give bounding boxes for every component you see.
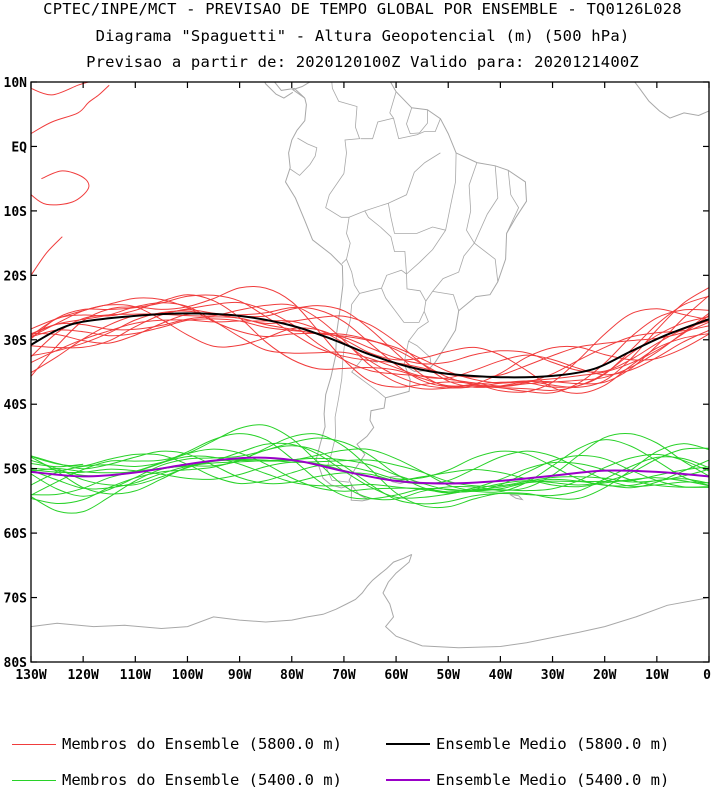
lon-label: 90W [228,668,252,683]
legend-swatch-black [386,743,430,745]
lat-label: 10S [4,205,28,220]
member-5400-line [31,448,709,495]
border-brazil-states-2 [406,152,457,275]
member-5400-line [31,437,709,497]
member-5400-line [31,433,709,500]
border-colombia-venezuela [331,82,361,174]
border-brazil-states-7 [432,291,460,311]
legend-swatch-purple [386,779,430,781]
lat-label: 70S [4,592,28,607]
border-brazil-states-6 [387,203,446,234]
lon-label: 0 [703,668,711,683]
border-venezuela-guyana [360,91,397,140]
member-5800-line [31,304,709,394]
legend-label-mean-5400: Ensemble Medio (5400.0 m) [436,771,670,789]
lon-label: 40W [489,668,513,683]
legend-label-members-5800: Membros do Ensemble (5800.0 m) [62,735,342,753]
coast-south-america [284,82,528,489]
lat-label: 60S [4,527,28,542]
member-5400-line [31,457,709,492]
lon-label: 130W [15,668,46,683]
map-frame [30,81,710,663]
coast-antarctic-peninsula [31,553,412,630]
coast-west-africa [634,82,709,119]
title-line-2: Diagrama "Spaguetti" - Altura Geopotenci… [95,27,630,45]
member-5400-line [31,450,709,487]
border-peru-brazil [325,173,351,264]
member-5800-line [31,297,709,373]
member-5800-line [31,286,709,393]
border-guianas-brazil [393,118,441,140]
member-5800-line [31,294,709,378]
legend-members-5800: Membros do Ensemble (5800.0 m) [12,735,342,753]
coast-caribbean-cuba [266,0,322,18]
border-brazil-states-5 [506,170,520,234]
member-5800-line [31,295,709,388]
legend-mean-5800: Ensemble Medio (5800.0 m) [386,735,669,753]
member-5800-line [31,303,709,394]
border-brazil-states-3 [425,162,478,302]
member-5400-line [31,448,709,493]
border-uruguay-argentina [404,341,409,366]
lat-label: 40S [4,398,28,413]
lon-label: 120W [67,668,98,683]
member-5400-line [31,458,709,487]
lat-label: EQ [11,140,27,155]
member-5400-contour [31,463,84,468]
member-5800-contour [31,236,63,276]
border-paraguay [381,273,427,323]
legend-label-mean-5800: Ensemble Medio (5800.0 m) [436,735,670,753]
legend-members-5400: Membros do Ensemble (5400.0 m) [12,771,342,789]
member-5800-contour [31,84,110,135]
member-5800-line [31,295,709,388]
legend-swatch-red [12,743,56,745]
lon-label: 50W [436,668,460,683]
coast-central-america [273,82,306,99]
lat-label: 30S [4,334,28,349]
coast-central-america-pacific [264,82,294,99]
lon-label: 10W [645,668,669,683]
member-5800-line [31,302,709,379]
member-5400-line [31,424,709,501]
member-5800-line [31,314,709,384]
border-colombia-peru-ecuador [289,137,318,176]
member-5800-contour [31,170,90,206]
member-5800-contour [31,82,89,96]
legend-swatch-green [12,779,56,781]
legend-label-members-5400: Membros do Ensemble (5400.0 m) [62,771,342,789]
ensemble-mean-5400-line [31,456,709,485]
lon-label: 70W [332,668,356,683]
title-line-3: Previsao a partir de: 2020120100Z Valido… [86,53,639,71]
lat-label: 50S [4,463,28,478]
isoline-layer [31,82,709,514]
legend-mean-5400: Ensemble Medio (5400.0 m) [386,771,669,789]
border-guianas [406,107,428,135]
border-chile-argentina [326,293,360,483]
border-bolivia-south [346,259,407,294]
coast-antarctic-peninsula-east [382,554,709,649]
coast-south-georgia [509,493,524,501]
title-line-1: CPTEC/INPE/MCT - PREVISAO DE TEMPO GLOBA… [43,0,682,18]
coastline-layer [31,0,709,649]
axis-ticks [30,81,710,663]
ensemble-mean-5800-line [31,312,709,379]
lon-label: 80W [280,668,304,683]
lat-label: 10N [4,76,28,91]
member-5800-line [31,301,709,387]
lon-label: 100W [172,668,203,683]
lat-label: 80S [4,656,28,671]
lon-label: 30W [541,668,565,683]
lon-label: 20W [593,668,617,683]
border-bolivia-brazil [348,210,407,275]
member-5800-line [31,287,709,389]
border-brazil-states-4 [473,165,499,282]
lon-label: 110W [120,668,151,683]
lon-label: 60W [384,668,408,683]
member-5400-line [31,433,709,514]
border-brazil-states-1 [364,152,441,212]
lat-label: 20S [4,269,28,284]
member-5400-line [31,445,709,505]
